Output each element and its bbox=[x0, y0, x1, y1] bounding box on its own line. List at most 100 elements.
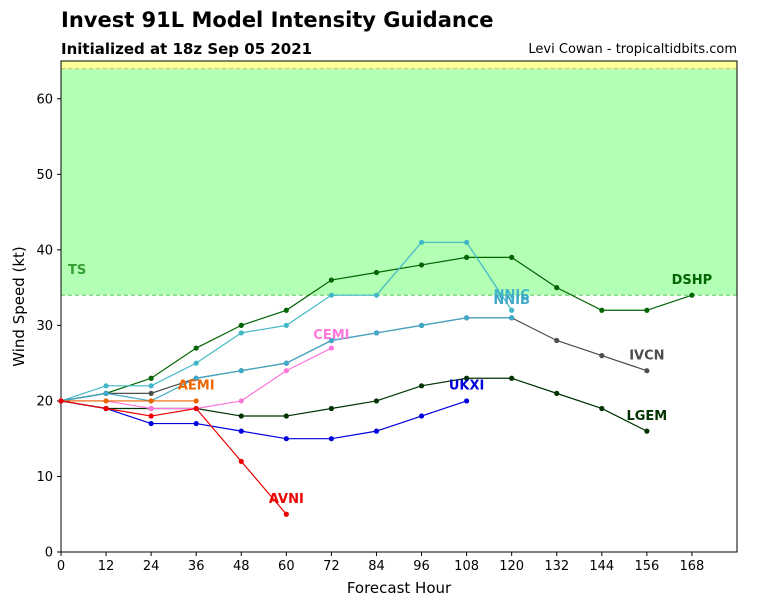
x-tick-label: 120 bbox=[499, 559, 524, 574]
data-point-lgem bbox=[373, 398, 380, 404]
data-point-dshp bbox=[554, 285, 560, 291]
data-point-nnic bbox=[148, 383, 154, 389]
x-tick-label: 0 bbox=[57, 559, 65, 574]
band-1 bbox=[61, 61, 737, 69]
y-axis-label: Wind Speed (kt) bbox=[10, 246, 28, 367]
x-tick-label: 108 bbox=[454, 559, 479, 574]
data-point-nnib bbox=[103, 390, 109, 396]
chart-title: Invest 91L Model Intensity Guidance bbox=[61, 8, 494, 32]
data-point-dshp bbox=[599, 307, 605, 313]
data-point-dshp bbox=[509, 254, 515, 260]
data-point-cemi bbox=[238, 398, 244, 404]
x-tick-label: 72 bbox=[323, 559, 340, 574]
data-point-nnic bbox=[464, 239, 470, 245]
x-tick-label: 84 bbox=[368, 559, 385, 574]
data-point-ukxi bbox=[373, 428, 380, 434]
data-point-avni bbox=[103, 405, 109, 412]
series-label-nnib: NNIB bbox=[493, 293, 530, 308]
data-point-cemi bbox=[328, 345, 334, 351]
plot-frame bbox=[60, 60, 738, 553]
data-point-nnic bbox=[328, 292, 334, 298]
data-point-lgem bbox=[644, 428, 650, 434]
x-tick-label: 36 bbox=[188, 559, 205, 574]
series-label-ukxi: UKXI bbox=[449, 379, 485, 394]
data-point-avni bbox=[148, 413, 154, 419]
data-point-dshp bbox=[148, 375, 154, 381]
data-point-lgem bbox=[238, 413, 244, 419]
data-point-nnib bbox=[193, 375, 199, 381]
series-label-nnic: NNIC bbox=[494, 288, 530, 303]
data-point-nnic bbox=[238, 330, 244, 336]
data-point-dshp bbox=[464, 254, 470, 260]
data-point-aemi bbox=[148, 398, 154, 404]
data-point-nnib bbox=[509, 315, 515, 321]
data-point-cemi bbox=[148, 405, 154, 412]
x-tick-label: 132 bbox=[544, 559, 569, 574]
y-tick-label: 10 bbox=[36, 470, 53, 485]
data-point-ukxi bbox=[418, 413, 425, 419]
x-tick-label: 96 bbox=[413, 559, 430, 574]
data-point-ukxi bbox=[148, 420, 154, 427]
data-point-nnic bbox=[373, 292, 380, 298]
data-point-dshp bbox=[373, 269, 380, 276]
data-point-dshp bbox=[283, 307, 289, 313]
chart-credit: Levi Cowan - tropicaltidbits.com bbox=[528, 42, 737, 57]
series-label-aemi: AEMI bbox=[178, 379, 215, 394]
data-point-nnib bbox=[328, 337, 334, 344]
series-label-lgem: LGEM bbox=[626, 409, 667, 424]
y-tick-label: 30 bbox=[36, 319, 53, 334]
data-point-nnic bbox=[193, 360, 199, 366]
data-point-lgem bbox=[418, 383, 425, 389]
data-point-dshp bbox=[418, 262, 425, 268]
data-point-lgem bbox=[509, 375, 515, 381]
y-tick-label: 60 bbox=[36, 92, 53, 107]
series-label-cemi: CEMI bbox=[313, 328, 349, 343]
data-point-ukxi bbox=[238, 428, 244, 434]
data-point-nnic bbox=[418, 239, 425, 245]
data-point-aemi bbox=[103, 398, 109, 404]
y-tick-label: 20 bbox=[36, 394, 53, 409]
series-line-avni bbox=[60, 400, 287, 515]
data-point-ivcn bbox=[599, 353, 605, 359]
y-tick-label: 50 bbox=[36, 168, 53, 183]
data-point-avni bbox=[58, 398, 64, 404]
series-line-ukxi bbox=[60, 400, 467, 440]
x-tick-label: 48 bbox=[233, 559, 250, 574]
chart-subtitle: Initialized at 18z Sep 05 2021 bbox=[61, 40, 313, 58]
data-point-dshp bbox=[644, 307, 650, 313]
data-point-dshp bbox=[193, 345, 199, 351]
data-point-ukxi bbox=[283, 436, 289, 442]
series-label-ivcn: IVCN bbox=[629, 348, 664, 363]
data-point-nnic bbox=[103, 383, 109, 389]
data-point-ukxi bbox=[328, 436, 334, 442]
x-tick-label: 60 bbox=[278, 559, 295, 574]
series-label-avni: AVNI bbox=[269, 492, 304, 507]
series-line-nnib bbox=[60, 317, 512, 402]
data-point-avni bbox=[283, 511, 289, 517]
data-point-ivcn bbox=[554, 337, 560, 344]
data-point-nnic bbox=[283, 322, 289, 328]
data-point-nnib bbox=[238, 368, 244, 374]
series-label-dshp: DSHP bbox=[672, 273, 713, 288]
band-label-0: TS bbox=[68, 263, 86, 278]
x-tick-label: 144 bbox=[589, 559, 614, 574]
y-tick-label: 0 bbox=[45, 546, 53, 561]
data-point-lgem bbox=[554, 390, 560, 396]
data-point-avni bbox=[238, 458, 244, 464]
data-point-nnic bbox=[509, 307, 515, 313]
data-point-ukxi bbox=[464, 398, 470, 404]
data-point-nnib bbox=[373, 330, 380, 336]
data-point-dshp bbox=[238, 322, 244, 328]
x-tick-label: 12 bbox=[98, 559, 115, 574]
data-point-nnib bbox=[464, 315, 470, 321]
data-point-ivcn bbox=[644, 368, 650, 374]
x-tick-label: 156 bbox=[634, 559, 659, 574]
data-point-lgem bbox=[328, 405, 334, 412]
x-axis-label: Forecast Hour bbox=[347, 579, 452, 597]
x-tick-label: 24 bbox=[143, 559, 160, 574]
data-point-avni bbox=[193, 405, 199, 412]
data-point-nnib bbox=[283, 360, 289, 366]
data-point-lgem bbox=[283, 413, 289, 419]
series-line-ivcn bbox=[60, 317, 648, 402]
